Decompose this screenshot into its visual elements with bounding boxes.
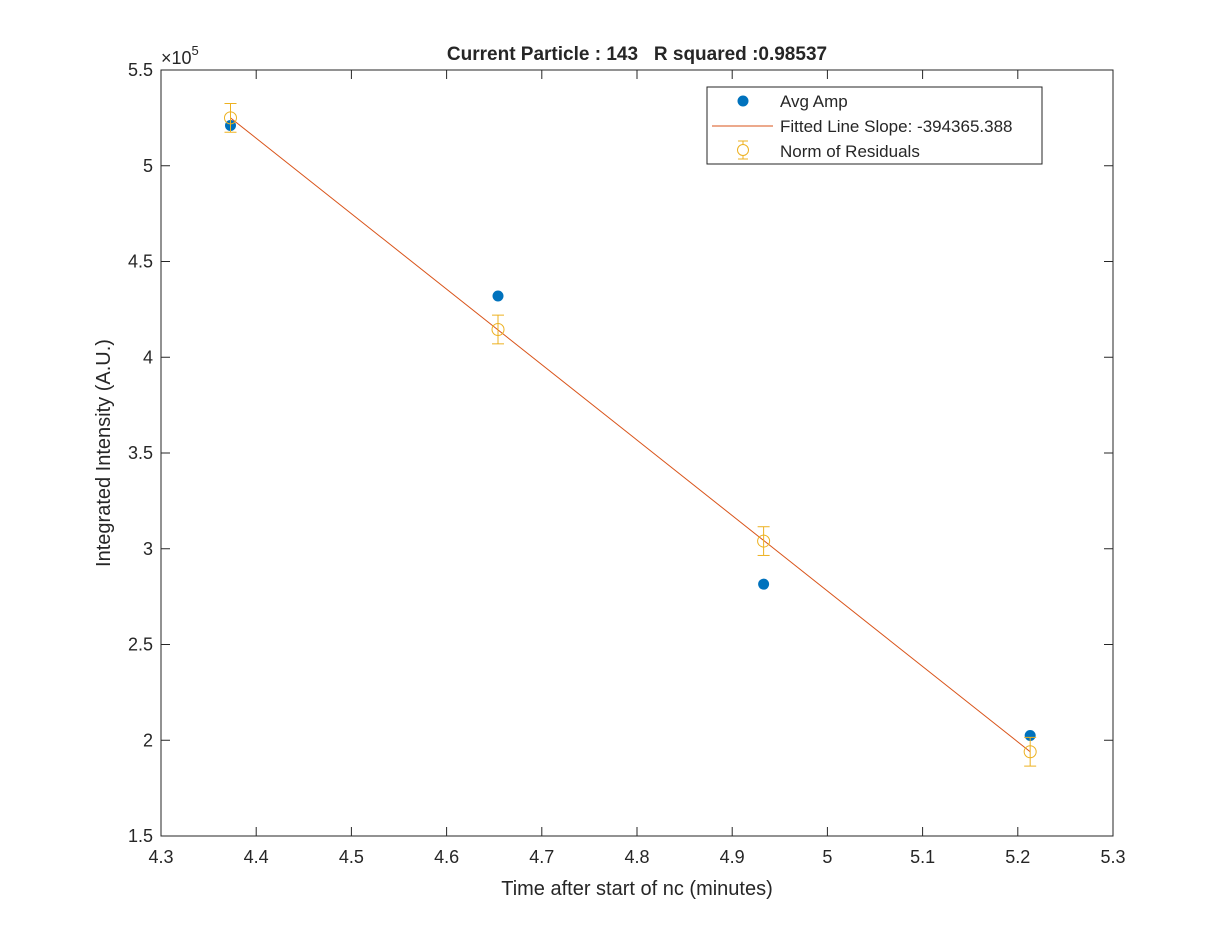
legend-swatch-residuals — [737, 140, 749, 160]
legend-label-fitted-line: Fitted Line Slope: -394365.388 — [780, 117, 1013, 136]
errorbar-layer — [223, 103, 1037, 767]
y-tick-label: 3 — [143, 539, 153, 559]
y-tick-label: 2 — [143, 730, 153, 750]
y-axis-label: Integrated Intensity (A.U.) — [93, 339, 115, 567]
x-tick-label: 5.1 — [910, 847, 935, 867]
fit-layer — [230, 117, 1031, 753]
axis-layer: 4.3 4.4 4.5 4.6 4.7 4.8 4.9 5 5.1 5.2 5.3 1.5 2 2.5 3 3… — [128, 60, 1126, 867]
residual-point — [223, 111, 237, 125]
x-tick-label: 5.2 — [1005, 847, 1030, 867]
avg-amp-point — [758, 578, 770, 590]
plot-area — [160, 69, 1114, 837]
x-tick-label: 5.3 — [1100, 847, 1125, 867]
x-axis-label: Time after start of nc (minutes) — [501, 878, 773, 900]
legend-swatch-avg-amp — [737, 95, 749, 107]
x-tick-label: 4.3 — [148, 847, 173, 867]
x-tick-label: 4.7 — [529, 847, 554, 867]
residual-point — [491, 322, 505, 336]
x-tick-label: 5 — [822, 847, 832, 867]
y-tick-label: 2.5 — [128, 635, 153, 655]
y-tick-label: 4.5 — [128, 252, 153, 272]
legend-label-residuals: Norm of Residuals — [780, 142, 920, 161]
residual-point — [757, 534, 771, 548]
fitted-line — [230, 117, 1031, 753]
y-tick-label: 5 — [143, 156, 153, 176]
x-tick-label: 4.8 — [624, 847, 649, 867]
y-tick-label: 4 — [143, 347, 153, 367]
x-tick-label: 4.4 — [244, 847, 269, 867]
residual-point — [1023, 745, 1037, 759]
x-tick-label: 4.9 — [720, 847, 745, 867]
y-axis-exponent: ×105 — [161, 43, 199, 68]
avg-amp-point — [492, 290, 504, 302]
x-tick-label: 4.6 — [434, 847, 459, 867]
legend-label-avg-amp: Avg Amp — [780, 92, 848, 111]
chart-title: Current Particle : 143 R squared :0.9853… — [447, 44, 827, 65]
y-exponent-power: 5 — [192, 43, 199, 58]
legend: Avg Amp Fitted Line Slope: -394365.388 N… — [706, 86, 1043, 165]
x-tick-label: 4.5 — [339, 847, 364, 867]
y-tick-label: 5.5 — [128, 60, 153, 80]
y-tick-label: 1.5 — [128, 826, 153, 846]
y-exponent-base: ×10 — [161, 48, 192, 68]
y-tick-label: 3.5 — [128, 443, 153, 463]
